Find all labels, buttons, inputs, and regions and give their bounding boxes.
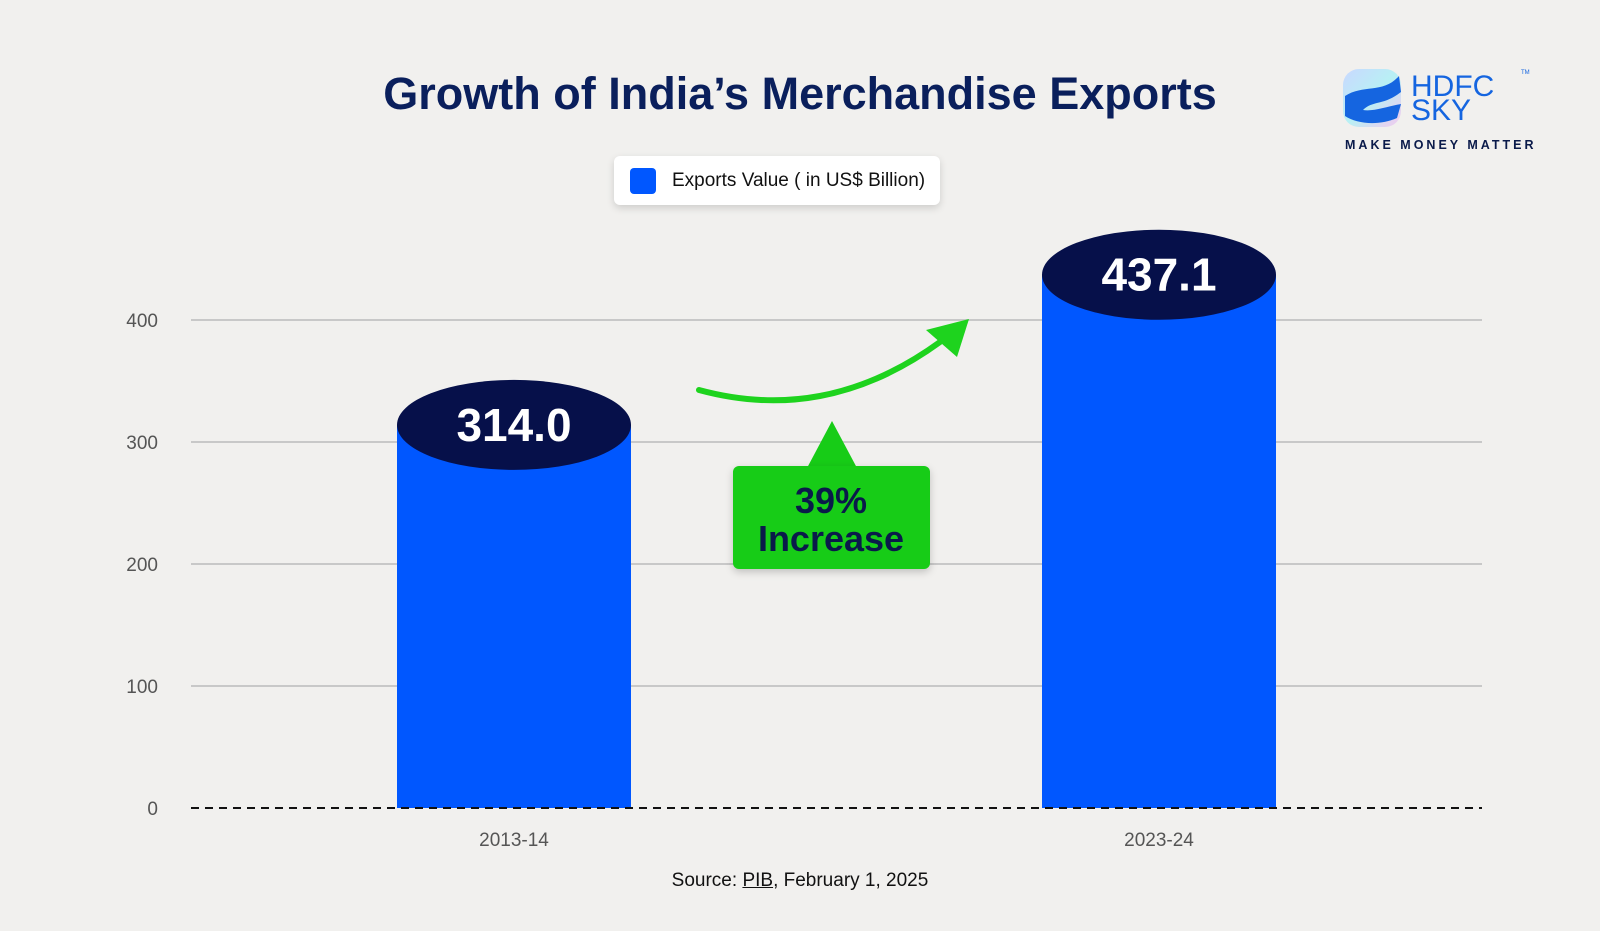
chart-title: Growth of India’s Merchandise Exports <box>383 68 1217 119</box>
hdfc-sky-logo: HDFC SKY TM MAKE MONEY MATTER <box>1343 69 1537 152</box>
source-prefix: Source: <box>671 870 743 891</box>
bar-cap <box>1042 229 1276 320</box>
data-label: 437.1 <box>1101 249 1216 301</box>
bar-cap <box>397 379 631 470</box>
y-tick-label: 200 <box>126 555 158 576</box>
source-note: Source: PIB, February 1, 2025 <box>0 870 1600 892</box>
source-date: , February 1, 2025 <box>773 870 929 891</box>
increase-callout: 39%Increase <box>733 421 930 569</box>
source-link[interactable]: PIB <box>742 870 774 891</box>
legend: Exports Value ( in US$ Billion) <box>614 156 940 205</box>
bar <box>1042 274 1276 808</box>
svg-text:SKY: SKY <box>1411 94 1471 127</box>
arrow-head <box>926 319 969 357</box>
callout-percent: 39% <box>795 480 867 521</box>
callout-label: Increase <box>758 518 904 559</box>
y-tick-label: 100 <box>126 677 158 698</box>
x-tick-label: 2023-24 <box>1124 830 1194 851</box>
svg-text:MAKE MONEY MATTER: MAKE MONEY MATTER <box>1345 138 1537 152</box>
y-tick-label: 0 <box>147 799 158 820</box>
svg-text:TM: TM <box>1521 70 1530 76</box>
legend-label: Exports Value ( in US$ Billion) <box>672 169 926 191</box>
y-tick-label: 400 <box>126 311 158 332</box>
svg-text:HDFC: HDFC <box>1411 70 1494 103</box>
bar <box>397 424 631 808</box>
legend-swatch <box>630 167 656 194</box>
x-tick-label: 2013-14 <box>479 830 549 851</box>
data-label: 314.0 <box>456 399 571 451</box>
increase-arrow <box>696 339 943 404</box>
y-tick-label: 300 <box>126 433 158 454</box>
